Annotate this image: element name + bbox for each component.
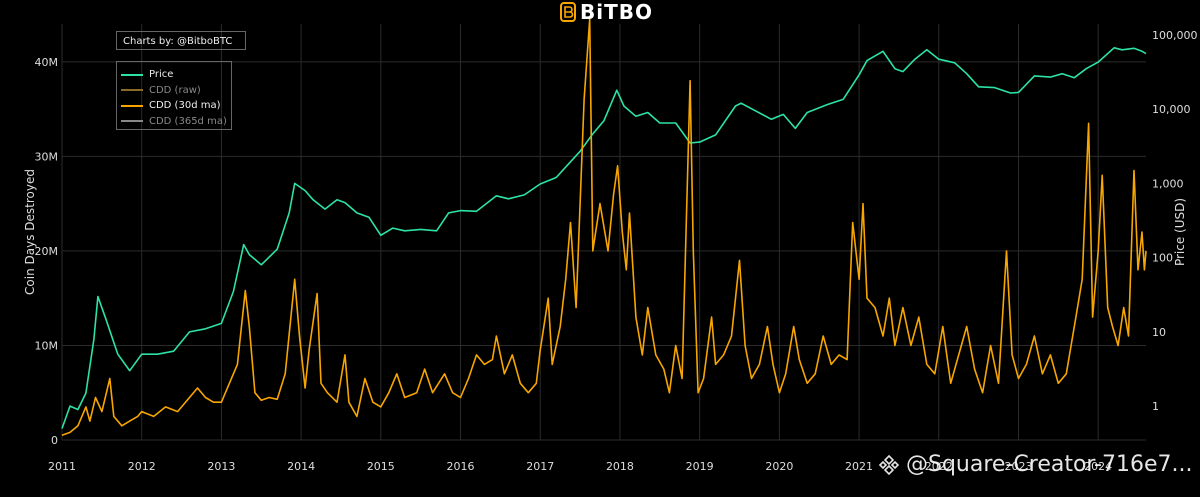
y2-tick-label: 100,000 bbox=[1152, 29, 1198, 42]
y-tick-label: 20M bbox=[35, 245, 59, 258]
binance-diamond-icon bbox=[878, 454, 900, 475]
legend-label-cdd-30d: CDD (30d ma) bbox=[149, 100, 221, 112]
brand-logo: BiTBO bbox=[560, 0, 653, 24]
y-tick-label: 30M bbox=[35, 150, 59, 163]
x-tick-label: 2020 bbox=[765, 460, 793, 473]
legend-swatch-cdd-30d bbox=[121, 104, 143, 107]
legend-label-price: Price bbox=[149, 69, 174, 81]
legend-item-cdd-365d[interactable]: CDD (365d ma) bbox=[121, 114, 231, 130]
x-tick-label: 2021 bbox=[845, 460, 873, 473]
y-tick-label: 10M bbox=[35, 339, 59, 352]
x-tick-label: 2015 bbox=[367, 460, 395, 473]
legend-label-cdd-365d: CDD (365d ma) bbox=[149, 115, 227, 127]
watermark-text: @Square-Creator-716e7... bbox=[906, 452, 1193, 477]
x-tick-label: 2012 bbox=[128, 460, 156, 473]
chart-credit: Charts by: @BitboBTC bbox=[116, 31, 246, 50]
legend-item-cdd-raw[interactable]: CDD (raw) bbox=[121, 83, 231, 99]
y2-axis-title: Price (USD) bbox=[1173, 198, 1187, 266]
legend-swatch-cdd-raw bbox=[121, 89, 143, 92]
y-tick-label: 0 bbox=[51, 434, 58, 447]
y-axis-title: Coin Days Destroyed bbox=[23, 169, 37, 295]
legend-swatch-cdd-365d bbox=[121, 120, 143, 123]
series-line-cdd-30d-ma bbox=[61, 18, 1147, 437]
y2-tick-label: 100 bbox=[1152, 252, 1173, 265]
x-tick-label: 2011 bbox=[48, 460, 76, 473]
legend-item-cdd-30d[interactable]: CDD (30d ma) bbox=[121, 98, 231, 114]
y2-tick-label: 10 bbox=[1152, 326, 1166, 339]
brand-name: BiTBO bbox=[580, 0, 653, 24]
x-tick-label: 2016 bbox=[447, 460, 475, 473]
y-tick-label: 40M bbox=[35, 56, 59, 69]
x-tick-label: 2019 bbox=[686, 460, 714, 473]
x-tick-label: 2014 bbox=[287, 460, 315, 473]
x-tick-label: 2013 bbox=[207, 460, 235, 473]
watermark: @Square-Creator-716e7... bbox=[878, 452, 1193, 477]
chart-legend: Price CDD (raw) CDD (30d ma) CDD (365d m… bbox=[116, 61, 232, 130]
y2-tick-label: 10,000 bbox=[1152, 103, 1191, 116]
y2-tick-label: 1,000 bbox=[1152, 177, 1184, 190]
x-tick-label: 2022 bbox=[925, 460, 953, 473]
legend-item-price[interactable]: Price bbox=[121, 67, 231, 83]
y2-tick-label: 1 bbox=[1152, 400, 1159, 413]
legend-label-cdd-raw: CDD (raw) bbox=[149, 84, 201, 96]
x-tick-label: 2017 bbox=[526, 460, 554, 473]
x-tick-label: 2023 bbox=[1004, 460, 1032, 473]
x-tick-label: 2024 bbox=[1084, 460, 1112, 473]
bitcoin-b-icon bbox=[560, 2, 576, 22]
x-tick-label: 2018 bbox=[606, 460, 634, 473]
legend-swatch-price bbox=[121, 73, 143, 76]
